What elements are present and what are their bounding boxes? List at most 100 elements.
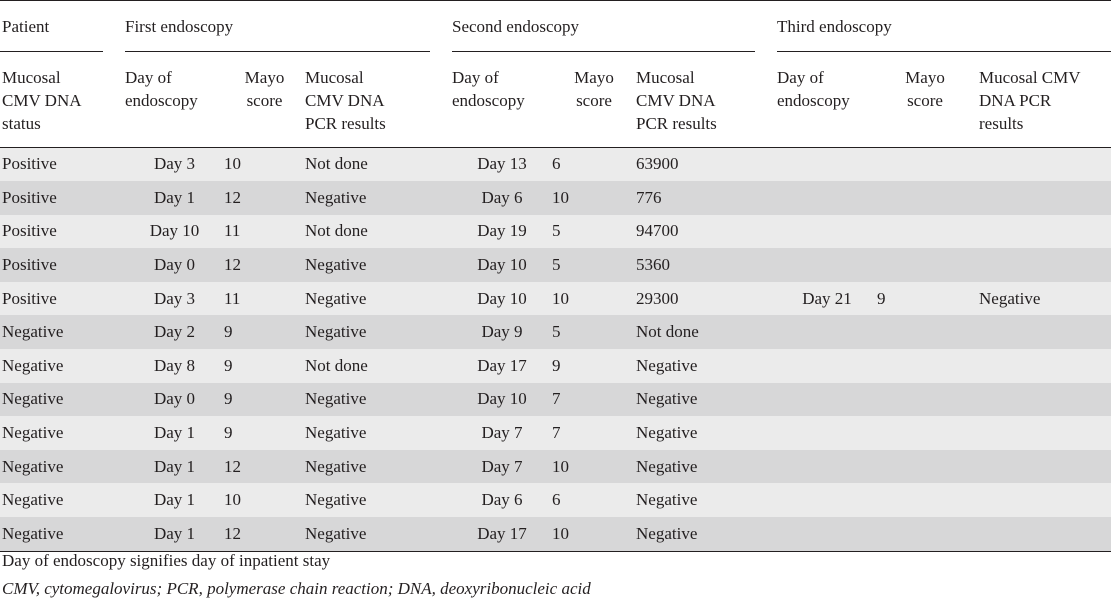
mucosal-cmv-status-header: Mucosal CMV DNA status — [0, 51, 103, 147]
second-day-cell: Day 10 — [452, 281, 552, 316]
second-pcr-cell: 776 — [636, 181, 755, 215]
second-mayo-cell: 10 — [552, 281, 636, 316]
header-line: CMV DNA — [636, 90, 716, 110]
third-endoscopy-header: Third endoscopy — [777, 1, 1111, 52]
spacer-cell — [755, 416, 777, 450]
spacer-cell — [430, 517, 452, 552]
first-pcr-cell: Negative — [305, 517, 430, 552]
spacer-cell — [103, 315, 125, 350]
third-day-cell — [777, 248, 877, 282]
third-pcr-header: Mucosal CMV DNA PCR results — [973, 51, 1111, 147]
first-mayo-cell: 9 — [224, 349, 305, 383]
third-mayo-cell — [877, 214, 973, 249]
spacer-cell — [430, 315, 452, 350]
first-pcr-cell: Not done — [305, 349, 430, 383]
second-pcr-cell: Negative — [636, 517, 755, 552]
second-day-cell: Day 6 — [452, 181, 552, 215]
third-day-cell — [777, 416, 877, 450]
spacer-cell — [430, 449, 452, 484]
second-pcr-cell: Not done — [636, 315, 755, 350]
first-pcr-cell: Not done — [305, 147, 430, 182]
spacer-cell — [430, 181, 452, 215]
spacer-cell — [103, 382, 125, 417]
third-pcr-cell — [973, 248, 1111, 282]
table-row: Positive Day 3 10 Not done Day 13 6 63900 — [0, 147, 1111, 182]
cmv-status-cell: Negative — [0, 315, 103, 350]
third-pcr-cell — [973, 315, 1111, 350]
footnote-abbreviations: CMV, cytomegalovirus; PCR, polymerase ch… — [2, 579, 591, 598]
patient-group-header: Patient — [0, 1, 103, 52]
table-row: Negative Day 0 9 Negative Day 10 7 Negative — [0, 382, 1111, 417]
table-row: Positive Day 1 12 Negative Day 6 10 776 — [0, 181, 1111, 215]
header-line: PCR results — [636, 113, 717, 133]
header-line: Day of — [452, 67, 499, 87]
first-pcr-cell: Negative — [305, 281, 430, 316]
second-day-cell: Day 10 — [452, 248, 552, 282]
second-day-cell: Day 17 — [452, 349, 552, 383]
header-line: Mucosal — [305, 67, 364, 87]
first-day-cell: Day 0 — [125, 382, 224, 417]
spacer-cell — [430, 416, 452, 450]
spacer-cell — [103, 281, 125, 316]
second-day-cell: Day 9 — [452, 315, 552, 350]
second-mayo-cell: 10 — [552, 517, 636, 552]
second-day-cell: Day 19 — [452, 214, 552, 249]
third-day-cell — [777, 382, 877, 417]
third-day-cell: Day 21 — [777, 281, 877, 316]
third-pcr-cell — [973, 382, 1111, 417]
third-day-cell — [777, 517, 877, 552]
first-day-cell: Day 2 — [125, 315, 224, 350]
endoscopy-results-table: Patient First endoscopy Second endoscopy… — [0, 0, 1111, 552]
table-row: Negative Day 1 12 Negative Day 17 10 Negative — [0, 517, 1111, 552]
spacer-cell — [755, 517, 777, 552]
first-pcr-cell: Negative — [305, 248, 430, 282]
third-day-cell — [777, 449, 877, 484]
spacer-cell — [755, 449, 777, 484]
spacer-cell — [430, 248, 452, 282]
header-line: Mayo — [244, 67, 285, 87]
header-line: CMV DNA — [305, 90, 385, 110]
second-mayo-cell: 9 — [552, 349, 636, 383]
first-endoscopy-header: First endoscopy — [125, 1, 430, 52]
header-line: Mucosal — [636, 67, 695, 87]
header-line: CMV DNA — [2, 90, 82, 110]
third-mayo-cell — [877, 248, 973, 282]
spacer-cell — [755, 214, 777, 249]
first-day-cell: Day 10 — [125, 214, 224, 249]
third-mayo-cell — [877, 449, 973, 484]
third-mayo-header: Mayo score — [877, 51, 973, 147]
first-day-cell: Day 8 — [125, 349, 224, 383]
first-day-header: Day of endoscopy — [125, 51, 224, 147]
third-pcr-cell — [973, 483, 1111, 518]
spacer-cell — [103, 214, 125, 249]
second-endoscopy-header: Second endoscopy — [452, 1, 755, 52]
spacer-cell — [103, 349, 125, 383]
second-mayo-cell: 10 — [552, 181, 636, 215]
second-day-cell: Day 7 — [452, 416, 552, 450]
header-line: endoscopy — [452, 90, 525, 110]
first-pcr-cell: Negative — [305, 315, 430, 350]
first-pcr-cell: Negative — [305, 181, 430, 215]
first-pcr-cell: Negative — [305, 449, 430, 484]
third-day-cell — [777, 483, 877, 518]
header-line: score — [576, 90, 612, 110]
first-day-cell: Day 3 — [125, 147, 224, 182]
third-pcr-cell — [973, 147, 1111, 182]
first-mayo-cell: 12 — [224, 517, 305, 552]
second-mayo-cell: 5 — [552, 248, 636, 282]
cmv-status-cell: Positive — [0, 248, 103, 282]
spacer-cell — [103, 449, 125, 484]
table-row: Negative Day 1 9 Negative Day 7 7 Negative — [0, 416, 1111, 450]
third-day-cell — [777, 181, 877, 215]
third-mayo-cell — [877, 315, 973, 350]
spacer-cell — [755, 181, 777, 215]
second-pcr-header: Mucosal CMV DNA PCR results — [636, 51, 755, 147]
cmv-status-cell: Negative — [0, 517, 103, 552]
table-row: Negative Day 1 10 Negative Day 6 6 Negative — [0, 483, 1111, 518]
second-day-cell: Day 10 — [452, 382, 552, 417]
header-line: results — [979, 113, 1024, 133]
first-day-cell: Day 1 — [125, 483, 224, 518]
second-day-cell: Day 17 — [452, 517, 552, 552]
second-day-header: Day of endoscopy — [452, 51, 552, 147]
